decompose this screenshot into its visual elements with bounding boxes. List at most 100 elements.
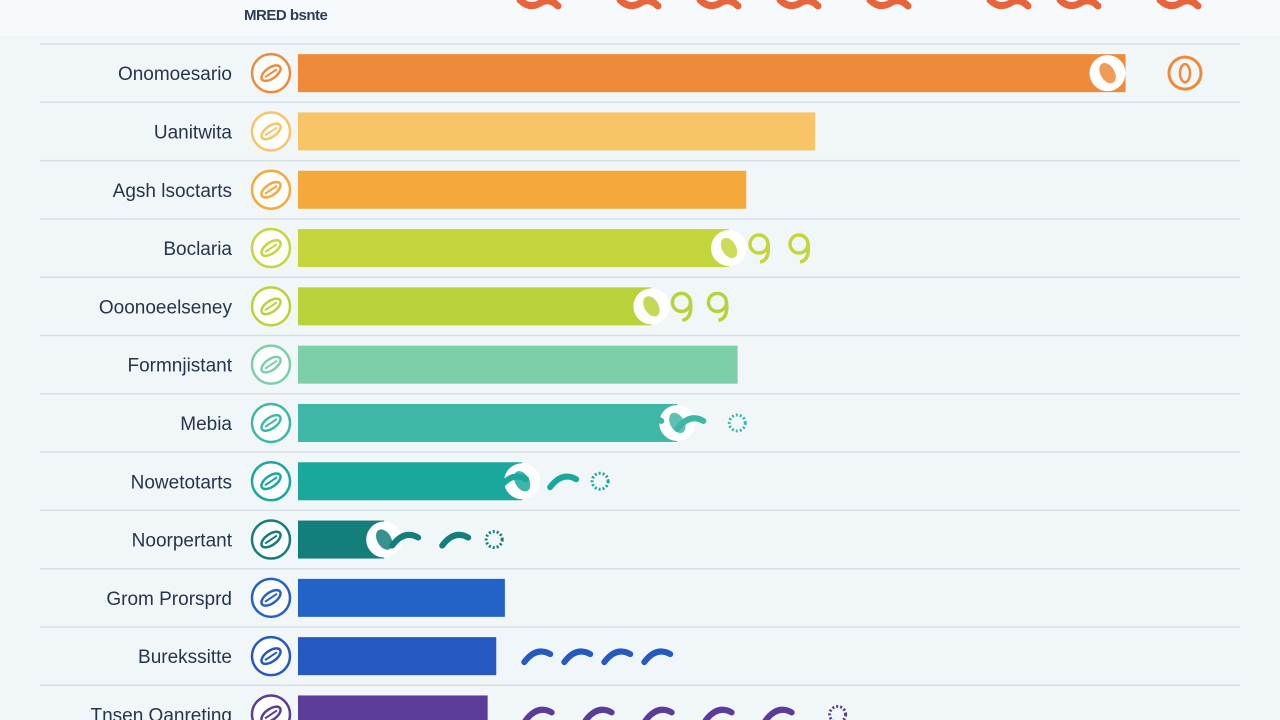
bacteria-icon [250,227,292,269]
microbe-doodle [748,233,770,255]
category-labels: Onomoesario Uanitwita Agsh lsoctarts Boclar… [90,64,232,720]
bacteria-icon [250,286,292,327]
icon-glyph [260,180,282,199]
header-brush-mark [986,0,1032,10]
bar [298,170,747,209]
icon-glyph [260,705,282,720]
bar [298,695,488,720]
header-brush-mark [696,0,742,10]
bacillus-doodle [439,531,472,549]
cell-icon [250,577,292,619]
grid-lines [40,43,1240,687]
icon-glyph [260,122,282,141]
icon-glyph [260,355,282,374]
bacillus-doodle [547,473,580,491]
microbe-doodle [1178,62,1192,84]
header-brush-mark [866,0,912,10]
header-brush-mark [1056,0,1102,10]
icon-glyph-line [264,359,278,370]
icon-glyph-line [264,709,278,720]
icon-glyph-line [264,534,278,545]
microbe-doodle [670,291,693,314]
bacillus-doodle [762,706,795,720]
category-label: Ooonoeelseney [99,297,233,318]
category-label: Grom Prorsprd [106,589,232,610]
bacillus-doodle [601,648,634,666]
icon-glyph-line [264,68,278,78]
cocci-doodle [484,530,504,550]
microbe-doodle [799,243,811,264]
bar [298,462,523,501]
bar [298,229,729,268]
bar [298,54,1126,93]
icon-glyph [260,297,282,316]
icon-glyph [260,588,282,607]
cocci-doodle [828,704,848,720]
header-brush-mark [776,0,822,10]
icon-glyph-line [264,651,278,661]
icon-glyph-line [264,126,278,137]
decorations [366,0,1203,720]
bacillus-doodle [642,706,675,720]
bacillus-doodle [522,706,555,720]
microbe-marker-core [376,529,393,550]
icon-glyph [260,239,282,258]
bars [298,54,1126,720]
cocci-icon [250,169,292,210]
bacillus-doodle [582,706,615,720]
bacillus-doodle [702,706,735,720]
icon-glyph-line [264,243,278,253]
microbe-doodle [788,233,810,255]
category-label: Mebia [180,414,232,435]
bar [298,578,505,617]
microbe-marker-core [1099,63,1116,84]
bacillus-icon [250,402,292,444]
microbe-doodle [706,291,729,314]
bacillus-doodle [632,415,665,432]
icon-glyph-line [264,301,278,312]
chart-title: MRED bsnte [244,7,328,24]
cocci-doodle [590,471,610,491]
category-label: Uanitwita [154,122,233,143]
bacteria-icon [250,344,292,385]
bar [298,403,678,442]
icon-glyph [260,530,282,549]
bacteria-icon [250,461,292,502]
microbe-marker-core [643,296,660,317]
icon-glyph-line [264,184,278,195]
microbe-icon [250,52,292,94]
microbe-marker-core [720,237,738,259]
category-label: Tnsen Oanreting [90,705,232,720]
header-brush-mark [1156,0,1202,10]
bacillus-doodle [437,473,470,491]
icon-glyph [260,472,282,491]
bacillus-doodle [389,531,422,549]
category-label: Agsh lsoctarts [113,181,232,202]
category-label: Noorpertant [132,531,233,552]
microbe-doodle [717,302,729,323]
icon-glyph-line [264,476,278,487]
cocci-doodle [727,413,747,433]
category-label: Onomoesario [118,64,232,85]
bar [298,287,652,326]
bacteria-icon [250,111,292,152]
bacteria-icon [250,519,292,560]
category-label: Burekssitte [138,647,232,668]
bar [298,345,738,384]
header-brush-mark [616,0,662,10]
icon-glyph [260,64,282,83]
icon-glyph [260,647,282,666]
category-label: Boclaria [163,239,232,260]
icon-glyph-line [264,593,278,603]
bar [298,637,497,676]
bacillus-doodle [674,415,707,432]
header-brush-mark [516,0,562,10]
microbe-doodle [681,302,693,323]
bacillus-icon [250,694,292,720]
icon-glyph-line [264,418,278,428]
category-label: Formnjistant [127,356,232,377]
bacillus-icon [250,635,292,677]
category-label: Nowetotarts [131,472,232,493]
microbe-doodle [1167,55,1203,91]
